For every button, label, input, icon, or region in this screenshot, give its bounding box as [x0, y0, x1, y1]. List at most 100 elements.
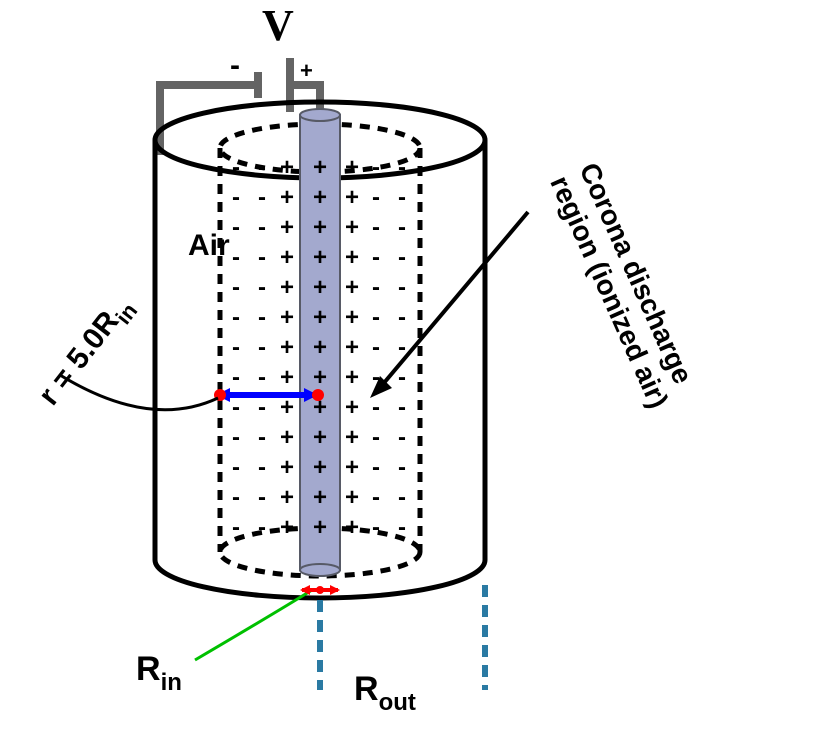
svg-text:+: +: [280, 154, 294, 181]
air-label: Air: [188, 229, 230, 262]
svg-text:-: -: [232, 334, 240, 361]
svg-text:+: +: [280, 304, 294, 331]
svg-text:+: +: [345, 274, 359, 301]
svg-text:+: +: [313, 214, 327, 241]
svg-text:-: -: [398, 424, 406, 451]
svg-text:-: -: [372, 454, 380, 481]
r-label: r = 5.0R: [32, 305, 125, 412]
svg-text:+: +: [345, 334, 359, 361]
rin-label: R: [136, 650, 161, 688]
svg-text:+: +: [345, 184, 359, 211]
svg-text:+: +: [345, 484, 359, 511]
svg-text:+: +: [313, 304, 327, 331]
svg-text:-: -: [372, 244, 380, 271]
voltage-label: V: [262, 1, 294, 50]
svg-text:-: -: [232, 484, 240, 511]
r-label-group: r = 5.0Rin: [32, 290, 142, 416]
svg-text:-: -: [258, 484, 266, 511]
svg-text:-: -: [372, 184, 380, 211]
svg-text:-: -: [232, 214, 240, 241]
plus-label: +: [300, 58, 313, 83]
svg-text:-: -: [258, 184, 266, 211]
rout-label: R: [354, 670, 379, 708]
svg-text:-: -: [232, 394, 240, 421]
svg-text:-: -: [258, 514, 266, 541]
rout-marks: [320, 585, 485, 690]
svg-text:-: -: [232, 244, 240, 271]
svg-text:-: -: [398, 484, 406, 511]
svg-text:+: +: [280, 484, 294, 511]
svg-text:+: +: [345, 394, 359, 421]
svg-text:-: -: [232, 454, 240, 481]
svg-text:+: +: [280, 184, 294, 211]
corona-discharge-diagram: +++----+++----+++----+++----+++----+++--…: [0, 0, 821, 730]
r-arrow: [214, 388, 324, 402]
svg-text:-: -: [258, 304, 266, 331]
svg-text:-: -: [258, 394, 266, 421]
svg-text:-: -: [258, 424, 266, 451]
svg-text:-: -: [372, 514, 380, 541]
svg-text:+: +: [313, 514, 327, 541]
corona-callout: [370, 212, 528, 398]
svg-text:+: +: [313, 484, 327, 511]
svg-text:+: +: [313, 364, 327, 391]
svg-text:-: -: [232, 364, 240, 391]
svg-text:-: -: [232, 274, 240, 301]
svg-text:-: -: [372, 214, 380, 241]
svg-text:+: +: [280, 244, 294, 271]
svg-text:+: +: [345, 214, 359, 241]
svg-text:+: +: [280, 364, 294, 391]
svg-text:-: -: [258, 214, 266, 241]
svg-text:+: +: [345, 244, 359, 271]
svg-text:-: -: [258, 274, 266, 301]
svg-text:-: -: [398, 214, 406, 241]
svg-text:-: -: [398, 274, 406, 301]
rout-label-group: Rout: [354, 670, 416, 716]
svg-text:-: -: [372, 154, 380, 181]
svg-text:-: -: [372, 274, 380, 301]
svg-text:+: +: [345, 304, 359, 331]
svg-text:+: +: [313, 274, 327, 301]
r-callout: [60, 375, 218, 410]
svg-text:-: -: [398, 364, 406, 391]
svg-text:-: -: [232, 184, 240, 211]
svg-text:+: +: [313, 424, 327, 451]
svg-text:+: +: [313, 244, 327, 271]
svg-text:+: +: [280, 424, 294, 451]
svg-text:+: +: [280, 214, 294, 241]
rout-sub: out: [379, 689, 416, 716]
svg-text:+: +: [280, 334, 294, 361]
svg-text:+: +: [280, 394, 294, 421]
svg-text:-: -: [398, 304, 406, 331]
svg-text:-: -: [232, 424, 240, 451]
svg-text:+: +: [313, 334, 327, 361]
svg-text:+: +: [313, 454, 327, 481]
svg-text:-: -: [258, 154, 266, 181]
svg-text:-: -: [232, 514, 240, 541]
svg-text:-: -: [232, 154, 240, 181]
svg-text:+: +: [345, 454, 359, 481]
svg-text:-: -: [398, 454, 406, 481]
svg-text:-: -: [258, 454, 266, 481]
svg-text:+: +: [313, 154, 327, 181]
rin-label-group: Rin: [136, 650, 182, 696]
svg-text:-: -: [372, 424, 380, 451]
minus-label: -: [230, 49, 240, 82]
rin-sub: in: [161, 669, 182, 696]
svg-text:-: -: [372, 484, 380, 511]
svg-text:-: -: [398, 244, 406, 271]
svg-text:-: -: [258, 244, 266, 271]
svg-text:-: -: [398, 184, 406, 211]
svg-text:+: +: [345, 514, 359, 541]
svg-text:-: -: [372, 334, 380, 361]
svg-text:-: -: [398, 514, 406, 541]
svg-text:-: -: [372, 304, 380, 331]
svg-text:-: -: [258, 334, 266, 361]
svg-text:-: -: [258, 364, 266, 391]
svg-text:-: -: [398, 154, 406, 181]
svg-text:+: +: [280, 454, 294, 481]
svg-text:-: -: [398, 394, 406, 421]
svg-text:+: +: [280, 514, 294, 541]
svg-text:+: +: [345, 424, 359, 451]
svg-text:+: +: [313, 184, 327, 211]
